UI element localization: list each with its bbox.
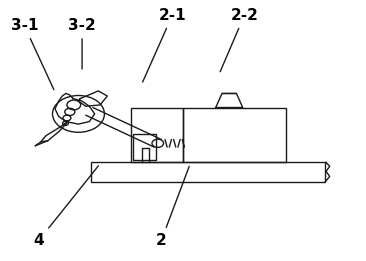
- Text: 4: 4: [34, 166, 98, 248]
- Text: 2: 2: [156, 166, 189, 248]
- Text: 3-1: 3-1: [11, 18, 54, 90]
- Text: 3-2: 3-2: [68, 18, 96, 69]
- Bar: [132, 134, 156, 160]
- Text: 2-2: 2-2: [220, 8, 258, 72]
- Bar: [183, 108, 286, 162]
- Text: 2-1: 2-1: [143, 8, 186, 82]
- Bar: [91, 162, 325, 182]
- Bar: [131, 108, 183, 162]
